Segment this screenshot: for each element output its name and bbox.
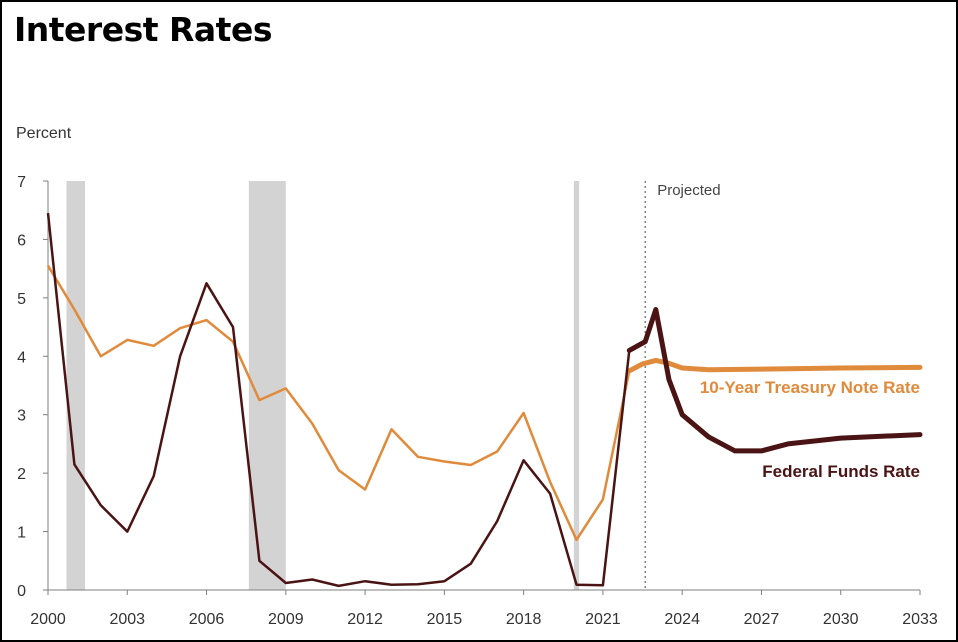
- series-line-fedfunds-projected: [626, 307, 923, 454]
- series-label-fedfunds: Federal Funds Rate: [762, 462, 920, 481]
- y-tick-label: 1: [17, 525, 26, 542]
- recession-band-1: [66, 181, 85, 590]
- x-tick-label: 2021: [585, 611, 621, 628]
- y-tick-label: 7: [17, 174, 26, 191]
- x-tick-label: 2018: [506, 611, 542, 628]
- x-tick-label: 2024: [664, 611, 700, 628]
- x-tick-label: 2027: [744, 611, 780, 628]
- y-tick-label: 0: [17, 583, 26, 600]
- y-tick-label: 6: [17, 232, 26, 249]
- recession-band-3: [573, 181, 580, 590]
- x-tick-label: 2006: [189, 611, 225, 628]
- y-tick-label: 3: [17, 408, 26, 425]
- projected-label: Projected: [657, 182, 720, 199]
- recession-bands: [66, 181, 580, 590]
- x-tick-label: 2009: [268, 611, 304, 628]
- x-tick-label: 2003: [109, 611, 145, 628]
- x-tick-label: 2030: [823, 611, 859, 628]
- x-tick-label: 2000: [30, 611, 66, 628]
- y-axis-label: Percent: [16, 125, 72, 142]
- series-label-treasury: 10-Year Treasury Note Rate: [700, 378, 920, 397]
- x-tick-label: 2033: [902, 611, 938, 628]
- y-tick-label: 5: [17, 291, 26, 308]
- y-tick-label: 4: [17, 349, 26, 366]
- axes: 0 1 2 3 4 5 6 7 2000 2003 2006 2009 2012 2015 2018 2021…: [17, 174, 938, 628]
- recession-band-2: [248, 181, 286, 590]
- series-line-fedfunds-historical: [46, 212, 631, 588]
- x-tick-label: 2015: [427, 611, 463, 628]
- series-lines: [46, 212, 923, 588]
- y-tick-label: 2: [17, 466, 26, 483]
- chart-title: Interest Rates: [14, 10, 272, 49]
- x-tick-label: 2012: [347, 611, 383, 628]
- series-line-treasury-historical: [46, 265, 631, 542]
- series-line-treasury-projected: [626, 357, 923, 374]
